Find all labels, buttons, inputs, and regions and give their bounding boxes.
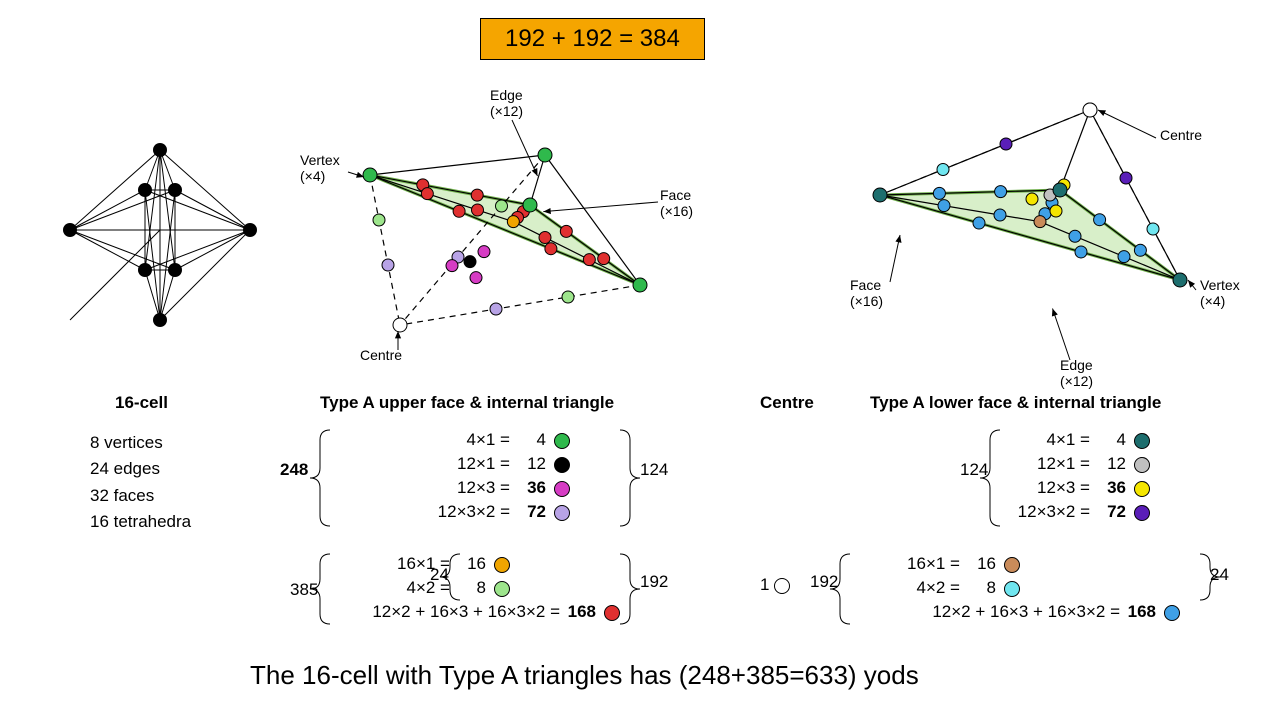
main-caption: The 16-cell with Type A triangles has (2… <box>250 660 919 691</box>
diagram-root: 192 + 192 = 384 Vertex(× <box>0 0 1280 720</box>
brackets <box>0 0 1280 660</box>
